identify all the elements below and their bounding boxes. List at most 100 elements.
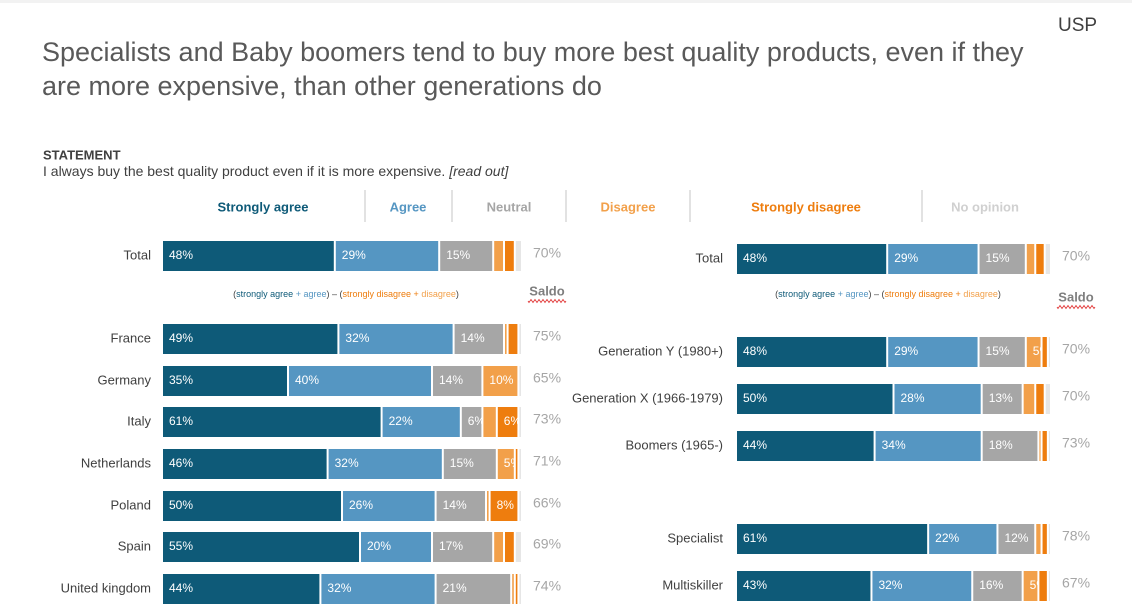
bar-segment (515, 532, 521, 562)
value-label: 15% (986, 251, 1010, 265)
value-label: 29% (342, 248, 366, 262)
bar-segment (1048, 524, 1050, 554)
value-label: 50% (169, 498, 193, 512)
bar-segment (1036, 244, 1044, 274)
saldo-value: 75% (533, 328, 561, 344)
bar-segment (494, 532, 503, 562)
value-label: 32% (335, 456, 359, 470)
bar-segment (515, 574, 518, 604)
bar-segment (998, 524, 1035, 554)
bar-segment (519, 324, 521, 354)
bar-segment (163, 366, 287, 396)
value-label: 13% (989, 391, 1013, 405)
bar-segment (328, 449, 442, 479)
value-label: 26% (349, 498, 373, 512)
bar-segment (436, 491, 485, 521)
formula-part: agree (303, 289, 326, 299)
bar-segment (519, 407, 521, 437)
bar-segment (1039, 571, 1047, 601)
formula-part: + (293, 289, 303, 299)
value-label: 40% (295, 373, 319, 387)
value-label: 5% (1033, 344, 1051, 358)
bar-segment (872, 571, 972, 601)
saldo-value: 74% (533, 578, 561, 594)
value-label: 10% (489, 373, 513, 387)
category-label: Total (696, 250, 724, 265)
value-label: 17% (439, 539, 463, 553)
bar-segment (335, 241, 439, 271)
bar-segment (163, 324, 338, 354)
category-label: Boomers (1965-) (625, 437, 723, 452)
bar-segment (888, 337, 978, 367)
bar-segment (343, 491, 435, 521)
statement-label: STATEMENT (43, 147, 121, 162)
legend-entry: Strongly agree (217, 199, 308, 214)
value-label: 46% (169, 456, 193, 470)
bar-segment (737, 337, 887, 367)
formula-part: strongly disagree (343, 289, 412, 299)
value-label: 44% (169, 581, 193, 595)
bar-segment (1023, 384, 1035, 414)
saldo-value: 73% (533, 411, 561, 427)
bar-segment (737, 244, 887, 274)
bar-segment (1048, 431, 1050, 461)
saldo-value: 70% (1062, 341, 1090, 357)
category-label: Italy (127, 413, 151, 428)
bar-segment (483, 407, 496, 437)
category-label: Poland (111, 497, 151, 512)
spell-underline (1056, 304, 1096, 310)
bar-segment (361, 532, 431, 562)
value-label: 12% (1004, 531, 1028, 545)
category-label: Multiskiller (662, 577, 723, 592)
formula: (strongly agree + agree) – (strongly dis… (233, 289, 459, 299)
value-label: 48% (743, 344, 767, 358)
bar-segment (497, 449, 514, 479)
bar-segment (1045, 244, 1050, 274)
bar-segment (1048, 571, 1050, 601)
bar-segment (433, 532, 493, 562)
bar-segment (894, 384, 981, 414)
formula-part: + (953, 289, 963, 299)
logo: USP (1058, 15, 1097, 36)
formula-part: ) (998, 289, 1001, 299)
bar-segment (1026, 244, 1035, 274)
title: are more expensive, than other generatio… (42, 71, 602, 101)
saldo-value: 71% (533, 453, 561, 469)
value-label: 16% (979, 578, 1003, 592)
formula-part: strongly agree (236, 289, 293, 299)
value-label: 35% (169, 373, 193, 387)
top-strip (0, 0, 1132, 3)
value-label: 15% (986, 344, 1010, 358)
value-label: 5% (504, 456, 522, 470)
spell-underline (527, 298, 567, 304)
bar-segment (163, 449, 327, 479)
bar-segment (1023, 571, 1038, 601)
value-label: 44% (743, 438, 767, 452)
bar-segment (519, 574, 521, 604)
value-label: 29% (894, 344, 918, 358)
bar-segment (163, 491, 341, 521)
bar-segment (519, 449, 521, 479)
bar-segment (461, 407, 482, 437)
bar-segment (505, 324, 507, 354)
title: Specialists and Baby boomers tend to buy… (42, 37, 1024, 67)
saldo-value: 69% (533, 536, 561, 552)
value-label: 15% (450, 456, 474, 470)
bar-segment (737, 524, 928, 554)
saldo-value: 67% (1062, 575, 1090, 591)
value-label: 61% (743, 531, 767, 545)
saldo-label: Saldo (1058, 289, 1093, 304)
saldo-label: Saldo (529, 283, 564, 298)
bar-segment (515, 449, 518, 479)
value-label: 48% (169, 248, 193, 262)
bar-segment (321, 574, 435, 604)
bar-segment (1048, 337, 1050, 367)
saldo-value: 70% (1062, 248, 1090, 264)
bar-segment (163, 574, 320, 604)
bar-segment (508, 324, 518, 354)
value-label: 48% (743, 251, 767, 265)
legend-entry: Neutral (487, 199, 532, 214)
value-label: 29% (894, 251, 918, 265)
statement: I always buy the best quality product ev… (43, 163, 509, 179)
bar-segment (979, 244, 1025, 274)
